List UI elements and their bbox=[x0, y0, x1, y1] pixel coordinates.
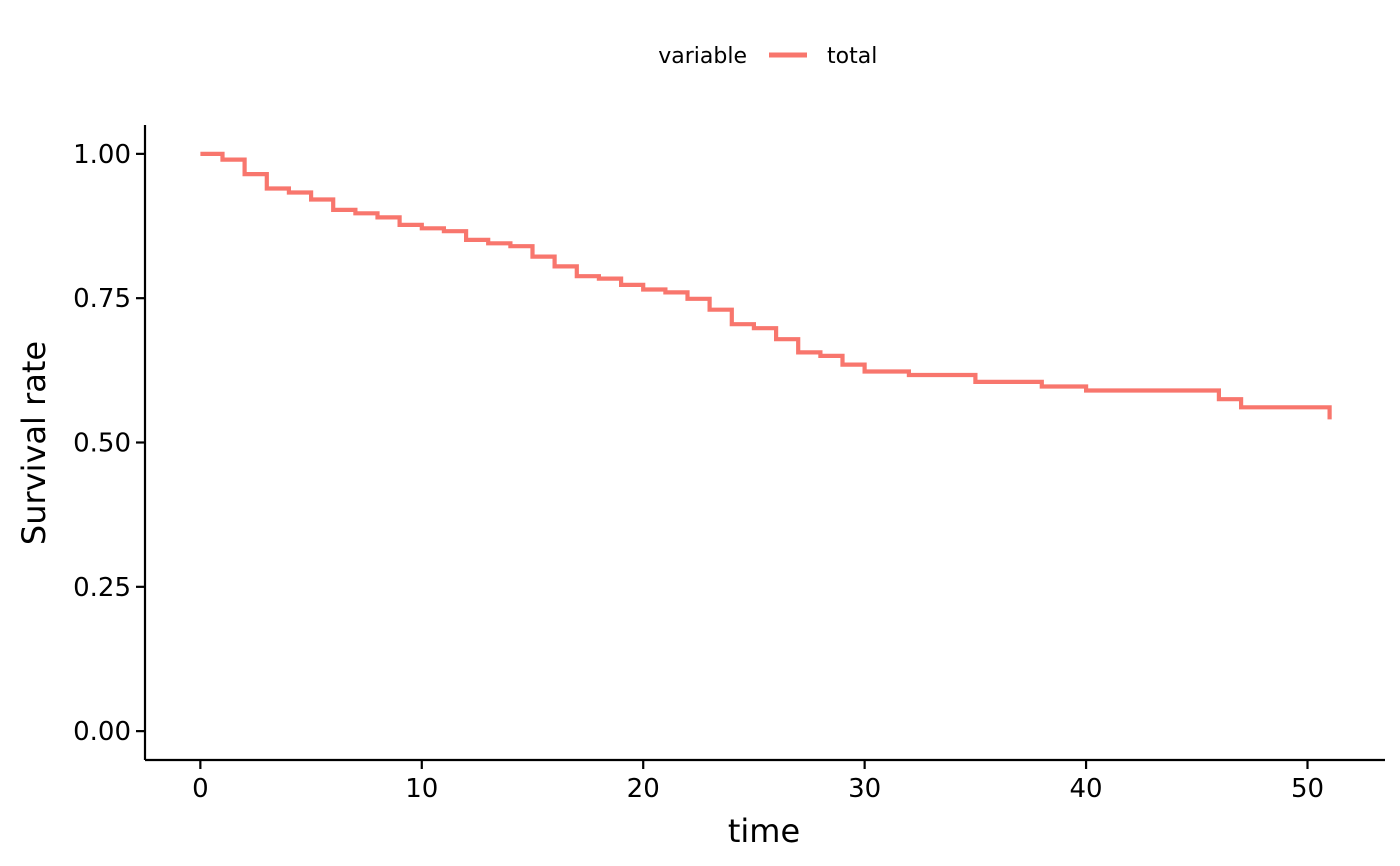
legend: variable total bbox=[658, 44, 877, 69]
y-tick-label: 0.50 bbox=[73, 429, 131, 459]
x-axis-title: time bbox=[728, 812, 800, 850]
y-tick-label: 0.75 bbox=[73, 284, 131, 314]
y-tick-label: 0.00 bbox=[73, 717, 131, 747]
x-tick-label: 20 bbox=[627, 774, 660, 804]
x-axis-ticks: 0 10 20 30 40 50 bbox=[192, 760, 1324, 804]
x-tick-label: 40 bbox=[1070, 774, 1103, 804]
x-tick-label: 0 bbox=[192, 774, 209, 804]
series-layer bbox=[200, 151, 1332, 420]
x-tick-label: 30 bbox=[848, 774, 881, 804]
y-tick-label: 0.25 bbox=[73, 573, 131, 603]
legend-title: variable bbox=[658, 44, 747, 69]
y-axis-title: Survival rate bbox=[15, 341, 53, 545]
y-tick-label: 1.00 bbox=[73, 140, 131, 170]
y-axis-ticks: 0.00 0.25 0.50 0.75 1.00 bbox=[73, 140, 145, 747]
x-tick-label: 10 bbox=[405, 774, 438, 804]
legend-label-total: total bbox=[827, 44, 877, 69]
x-tick-label: 50 bbox=[1291, 774, 1324, 804]
series-line-total bbox=[200, 151, 1332, 420]
